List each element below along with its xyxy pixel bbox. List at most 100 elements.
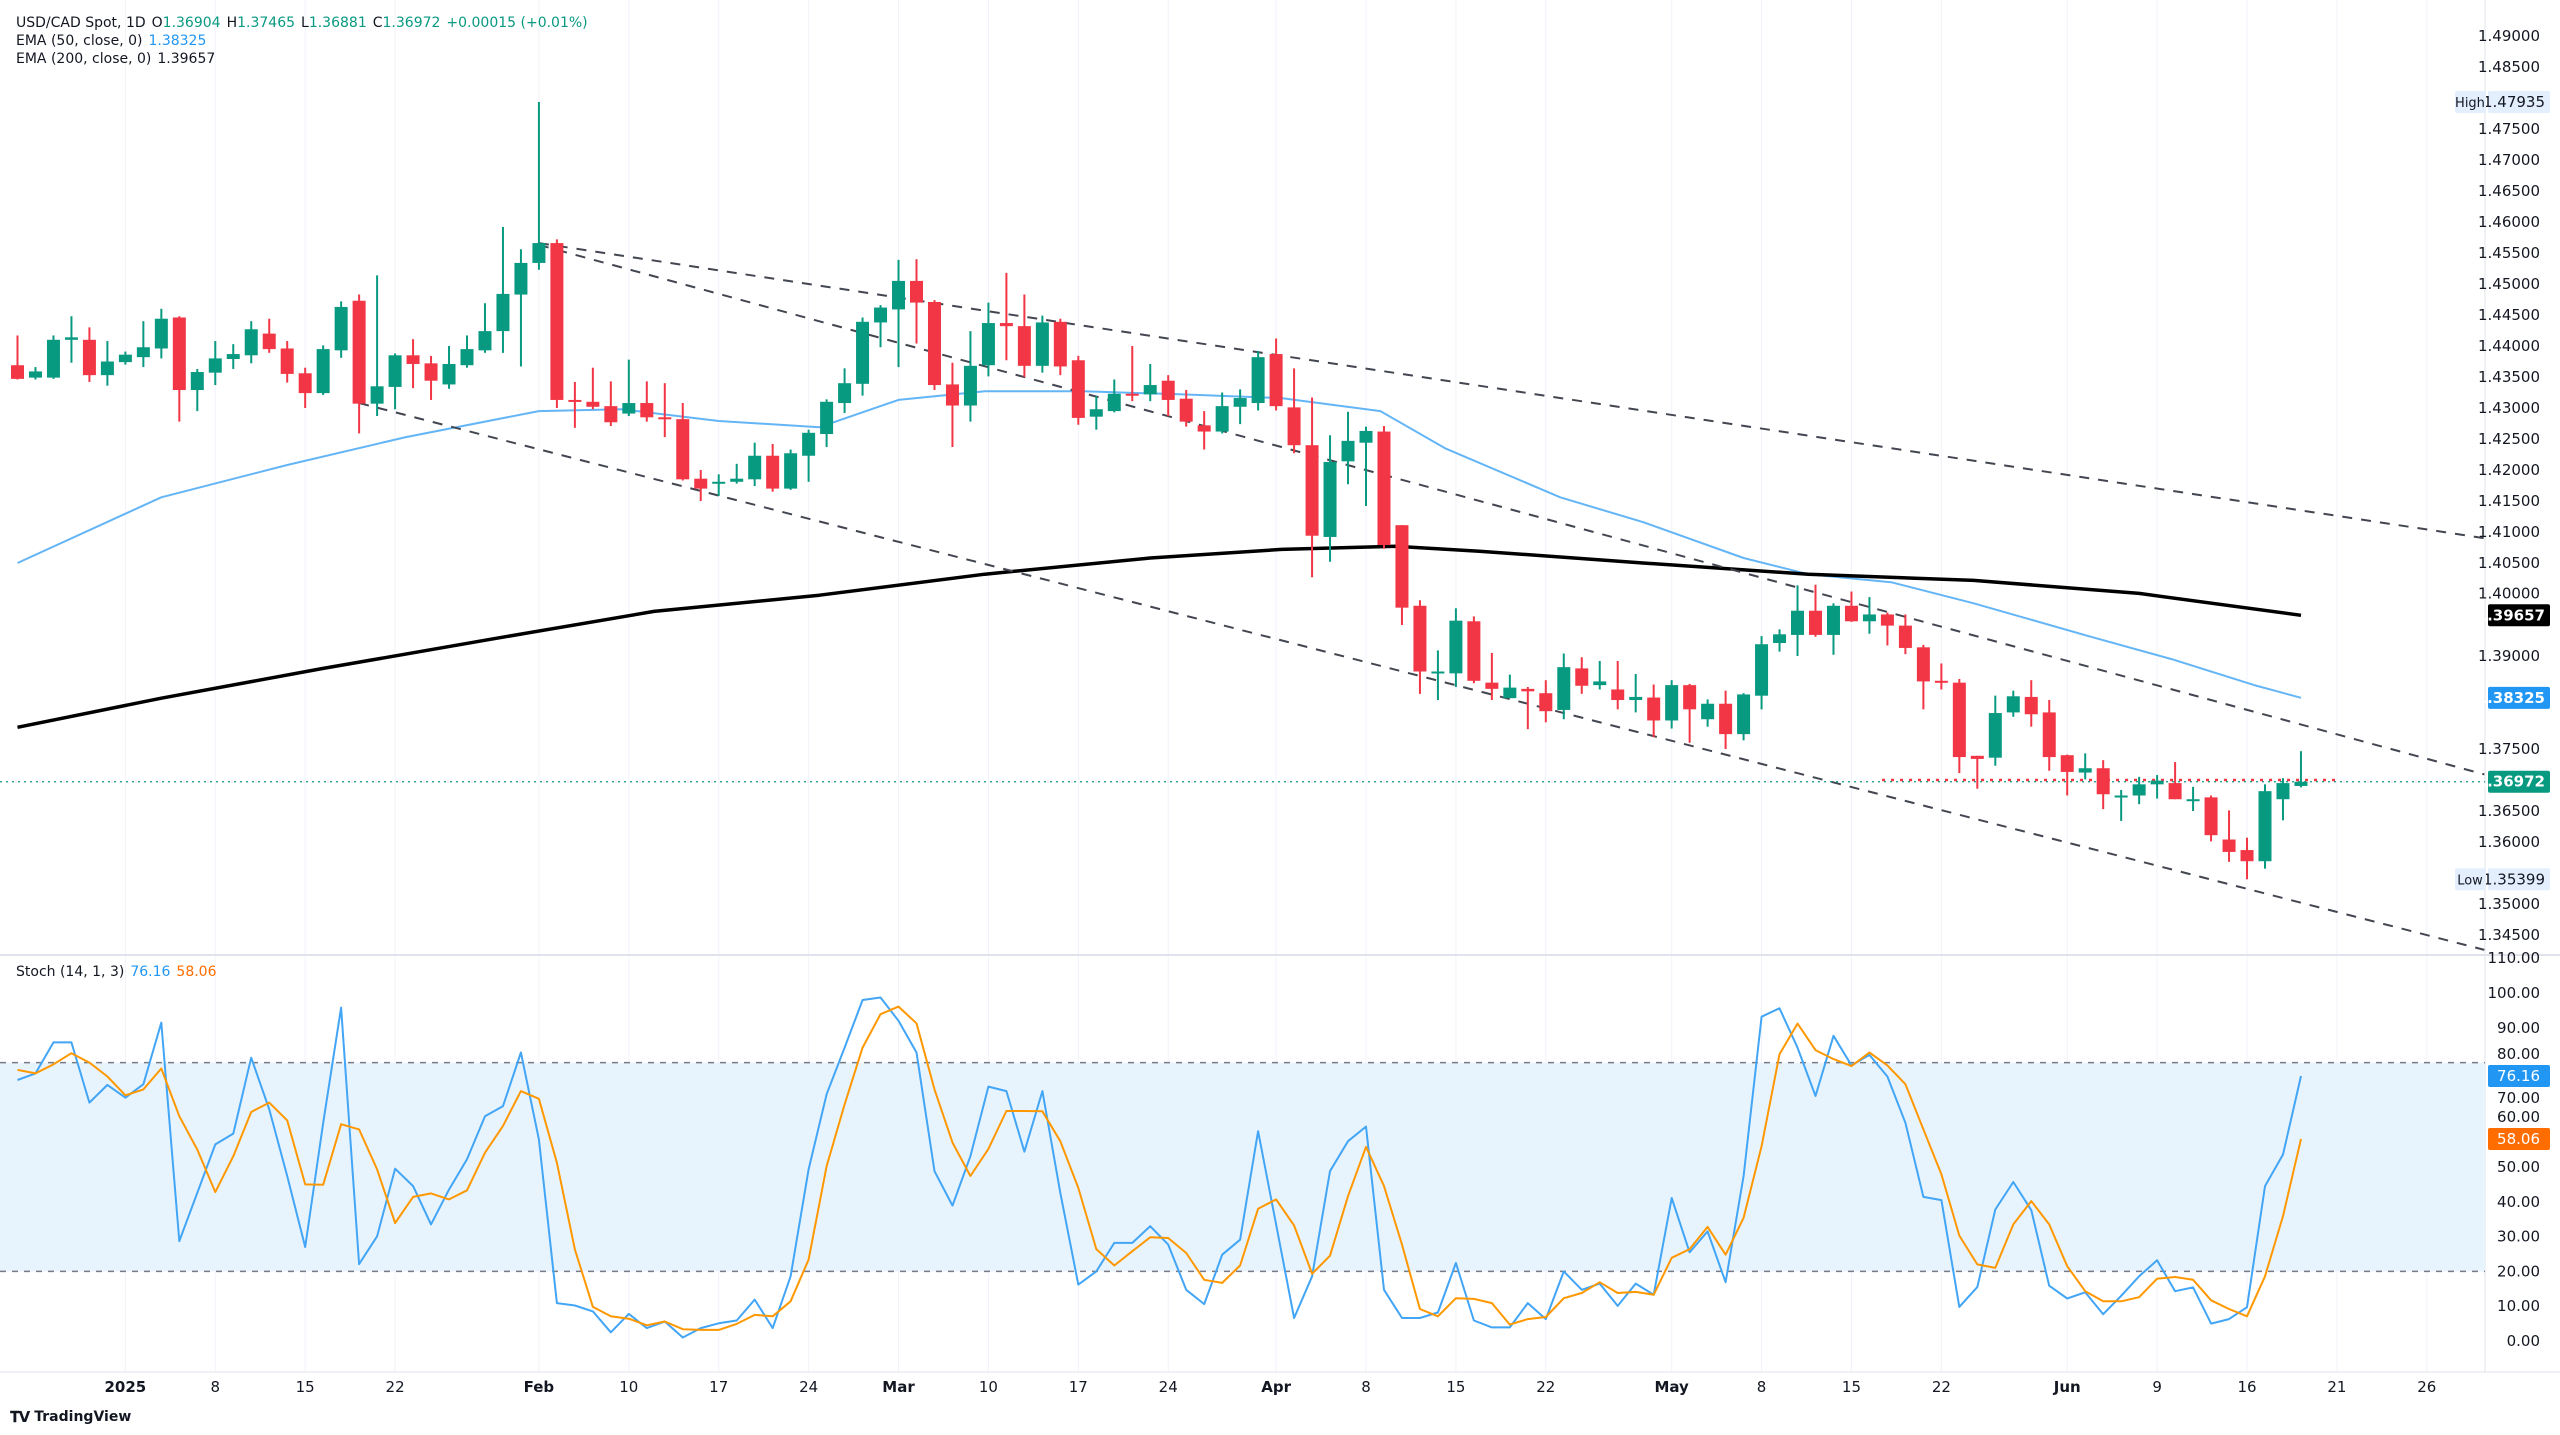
candle[interactable] bbox=[1413, 600, 1427, 694]
candle[interactable] bbox=[1143, 363, 1157, 402]
candle[interactable] bbox=[154, 308, 168, 359]
candle[interactable] bbox=[118, 351, 132, 365]
candle[interactable] bbox=[2222, 810, 2236, 862]
candle[interactable] bbox=[1952, 678, 1966, 774]
candle[interactable] bbox=[406, 339, 420, 389]
candle[interactable] bbox=[1125, 346, 1139, 402]
candle[interactable] bbox=[622, 359, 636, 417]
candle[interactable] bbox=[676, 403, 690, 481]
candle[interactable] bbox=[2240, 837, 2254, 880]
candle[interactable] bbox=[999, 272, 1013, 361]
candle[interactable] bbox=[2132, 776, 2146, 805]
candle[interactable] bbox=[352, 294, 366, 434]
candle[interactable] bbox=[496, 226, 510, 353]
candle[interactable] bbox=[514, 249, 528, 367]
candle[interactable] bbox=[1053, 318, 1067, 376]
candle[interactable] bbox=[1449, 608, 1463, 687]
candle[interactable] bbox=[1898, 614, 1912, 655]
candle[interactable] bbox=[766, 443, 780, 492]
candle[interactable] bbox=[1934, 663, 1948, 690]
candle[interactable] bbox=[1107, 379, 1121, 413]
candle[interactable] bbox=[1647, 684, 1661, 738]
candle[interactable] bbox=[82, 327, 96, 382]
candle[interactable] bbox=[1826, 603, 1840, 655]
candle[interactable] bbox=[784, 449, 798, 490]
candle[interactable] bbox=[1287, 368, 1301, 454]
candle[interactable] bbox=[1844, 591, 1858, 622]
candle[interactable] bbox=[370, 275, 384, 417]
candle[interactable] bbox=[1161, 375, 1175, 417]
candle[interactable] bbox=[856, 317, 870, 396]
candle[interactable] bbox=[1755, 636, 1769, 710]
candle[interactable] bbox=[1862, 597, 1876, 634]
tradingview-logo[interactable]: 𝐓 V TradingView bbox=[10, 1408, 131, 1426]
candle[interactable] bbox=[1809, 584, 1822, 637]
candle[interactable] bbox=[1215, 392, 1229, 434]
candle[interactable] bbox=[280, 341, 294, 383]
candle[interactable] bbox=[1251, 350, 1265, 411]
candle[interactable] bbox=[1575, 657, 1589, 694]
candle[interactable] bbox=[1233, 389, 1247, 425]
candle[interactable] bbox=[1071, 355, 1085, 425]
candle[interactable] bbox=[1179, 390, 1193, 427]
candle[interactable] bbox=[298, 367, 312, 408]
candle[interactable] bbox=[838, 368, 852, 413]
candle[interactable] bbox=[1341, 411, 1355, 485]
candle[interactable] bbox=[334, 301, 348, 358]
candle[interactable] bbox=[1035, 315, 1049, 373]
candle[interactable] bbox=[388, 353, 402, 410]
candle[interactable] bbox=[1701, 699, 1715, 727]
candle[interactable] bbox=[1791, 585, 1805, 656]
candle[interactable] bbox=[604, 381, 618, 426]
candle[interactable] bbox=[2204, 795, 2218, 842]
candle[interactable] bbox=[963, 331, 977, 422]
candle[interactable] bbox=[1467, 616, 1481, 684]
candle[interactable] bbox=[2006, 690, 2020, 717]
candle[interactable] bbox=[1197, 411, 1211, 450]
candle[interactable] bbox=[2150, 775, 2164, 799]
candle[interactable] bbox=[1485, 652, 1499, 701]
candle[interactable] bbox=[2060, 754, 2074, 796]
candle[interactable] bbox=[2168, 762, 2182, 800]
candle[interactable] bbox=[910, 259, 923, 344]
candle[interactable] bbox=[1737, 693, 1751, 741]
candle[interactable] bbox=[262, 318, 276, 353]
candle[interactable] bbox=[1323, 435, 1337, 562]
candle[interactable] bbox=[1593, 660, 1607, 690]
legend-ema200-row[interactable]: EMA (200, close, 0) 1.39657 bbox=[16, 50, 594, 68]
candle[interactable] bbox=[1017, 294, 1031, 377]
candle[interactable] bbox=[46, 335, 60, 379]
candle[interactable] bbox=[568, 381, 582, 428]
candle[interactable] bbox=[442, 346, 456, 389]
candle[interactable] bbox=[28, 367, 42, 380]
candle[interactable] bbox=[1431, 650, 1445, 701]
candle[interactable] bbox=[892, 259, 906, 368]
candle[interactable] bbox=[1359, 426, 1373, 506]
candle[interactable] bbox=[190, 368, 204, 412]
candle[interactable] bbox=[64, 316, 78, 363]
candle[interactable] bbox=[1970, 755, 1984, 789]
candle[interactable] bbox=[748, 442, 762, 487]
candle[interactable] bbox=[172, 316, 186, 422]
candle[interactable] bbox=[1611, 660, 1625, 710]
candle[interactable] bbox=[424, 355, 438, 400]
candle[interactable] bbox=[2276, 778, 2290, 821]
candle[interactable] bbox=[1521, 687, 1535, 730]
candle[interactable] bbox=[2042, 700, 2056, 771]
candle[interactable] bbox=[927, 300, 941, 391]
candle[interactable] bbox=[550, 239, 564, 408]
candle[interactable] bbox=[1773, 629, 1787, 652]
candle[interactable] bbox=[2024, 680, 2038, 727]
candle[interactable] bbox=[1629, 673, 1643, 713]
candle[interactable] bbox=[460, 335, 474, 368]
candle[interactable] bbox=[2078, 753, 2092, 780]
candle[interactable] bbox=[730, 463, 744, 484]
candle[interactable] bbox=[2096, 760, 2110, 810]
candle[interactable] bbox=[945, 362, 959, 448]
candle[interactable] bbox=[874, 305, 888, 348]
candle[interactable] bbox=[1377, 425, 1391, 549]
candle[interactable] bbox=[1719, 690, 1733, 749]
stoch-legend[interactable]: Stoch (14, 1, 3) 76.16 58.06 bbox=[16, 963, 223, 981]
candle[interactable] bbox=[1305, 397, 1319, 578]
candle[interactable] bbox=[1269, 338, 1283, 411]
